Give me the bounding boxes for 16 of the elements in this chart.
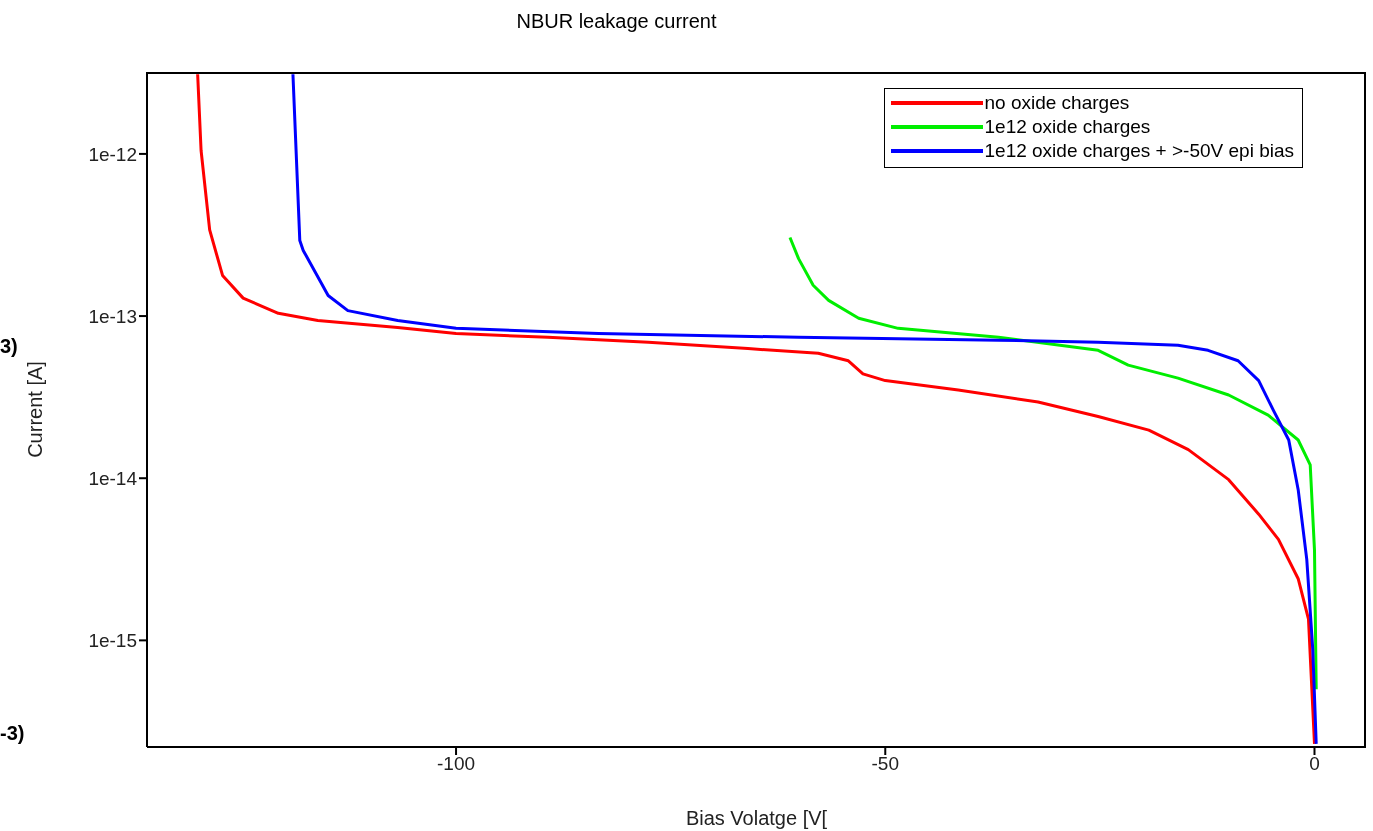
y-axis-title: Current [A] bbox=[24, 361, 47, 458]
y-tick-label: 1e-12 bbox=[88, 143, 137, 165]
legend-label: 1e12 oxide charges + >-50V epi bias bbox=[984, 139, 1294, 163]
y-tick-label: 1e-13 bbox=[88, 305, 137, 327]
text: 3) bbox=[0, 335, 18, 358]
line-series bbox=[788, 236, 1318, 691]
legend-label: no oxide charges bbox=[984, 91, 1130, 115]
x-axis-title: Bias Volatge [V[ bbox=[685, 807, 828, 829]
chart-title: NBUR leakage current bbox=[515, 10, 718, 33]
x-tick-label: -50 bbox=[871, 753, 899, 775]
x-tick-label: 0 bbox=[1309, 753, 1320, 775]
y-tick-label: 1e-14 bbox=[88, 467, 138, 489]
legend-label: 1e12 oxide charges bbox=[984, 115, 1151, 139]
text: -3) bbox=[0, 722, 25, 745]
y-tick-label: 1e-15 bbox=[88, 630, 137, 652]
x-tick-label: -100 bbox=[437, 753, 476, 775]
